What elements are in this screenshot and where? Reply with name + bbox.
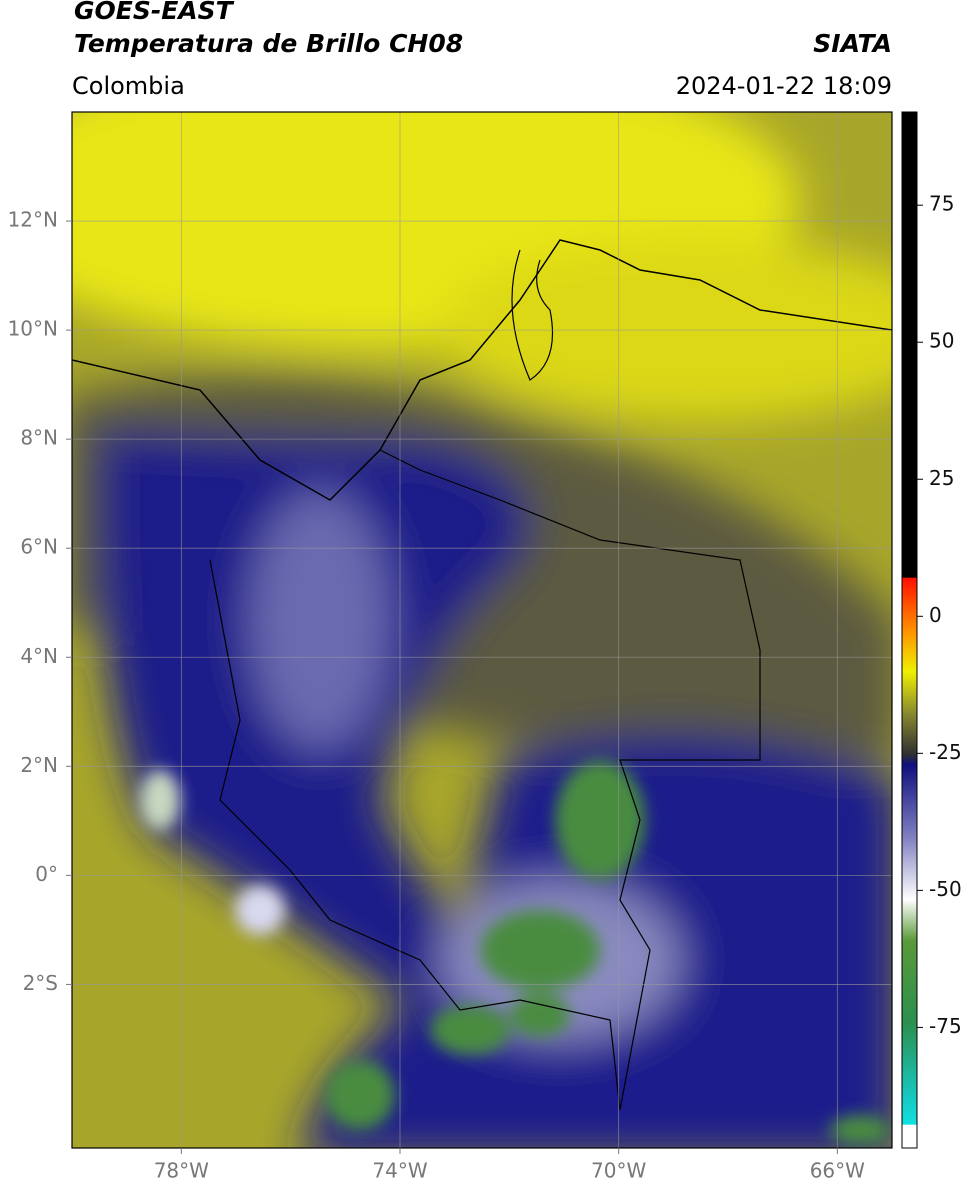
lat-tick-label: 8°N [20, 426, 58, 450]
colorbar [901, 111, 918, 1149]
lon-tick-label: 66°W [810, 1159, 865, 1183]
datetime: 2024-01-22 18:09 [676, 72, 892, 100]
colorbar-tick-label: 75 [929, 192, 954, 216]
lon-tick-label: 70°W [591, 1159, 646, 1183]
title: Temperatura de Brillo CH08 [74, 29, 463, 58]
colorbar-tick-label: -50 [929, 877, 962, 901]
lat-tick-label: 0° [35, 862, 58, 886]
lat-tick-label: 4°N [20, 644, 58, 668]
source: GOES-EAST [74, 0, 235, 25]
satellite-image [72, 112, 892, 1148]
region: Colombia [72, 72, 185, 100]
lon-tick-label: 74°W [372, 1159, 427, 1183]
colorbar-tick-label: -25 [929, 740, 962, 764]
colorbar-tick-label: -75 [929, 1014, 962, 1038]
lat-tick-label: 6°N [20, 535, 58, 559]
colorbar-tick-label: 25 [929, 466, 954, 490]
colorbar-tick-label: 50 [929, 329, 954, 353]
colorbar-tick-label: 0 [929, 603, 942, 627]
lat-tick-label: 2°S [23, 971, 58, 995]
lat-tick-label: 2°N [20, 753, 58, 777]
agency: SIATA [813, 29, 892, 58]
lon-tick-label: 78°W [154, 1159, 209, 1183]
map-frame [71, 111, 893, 1149]
lat-tick-label: 10°N [8, 317, 58, 341]
lat-tick-label: 12°N [8, 208, 58, 232]
grid [72, 112, 892, 1148]
